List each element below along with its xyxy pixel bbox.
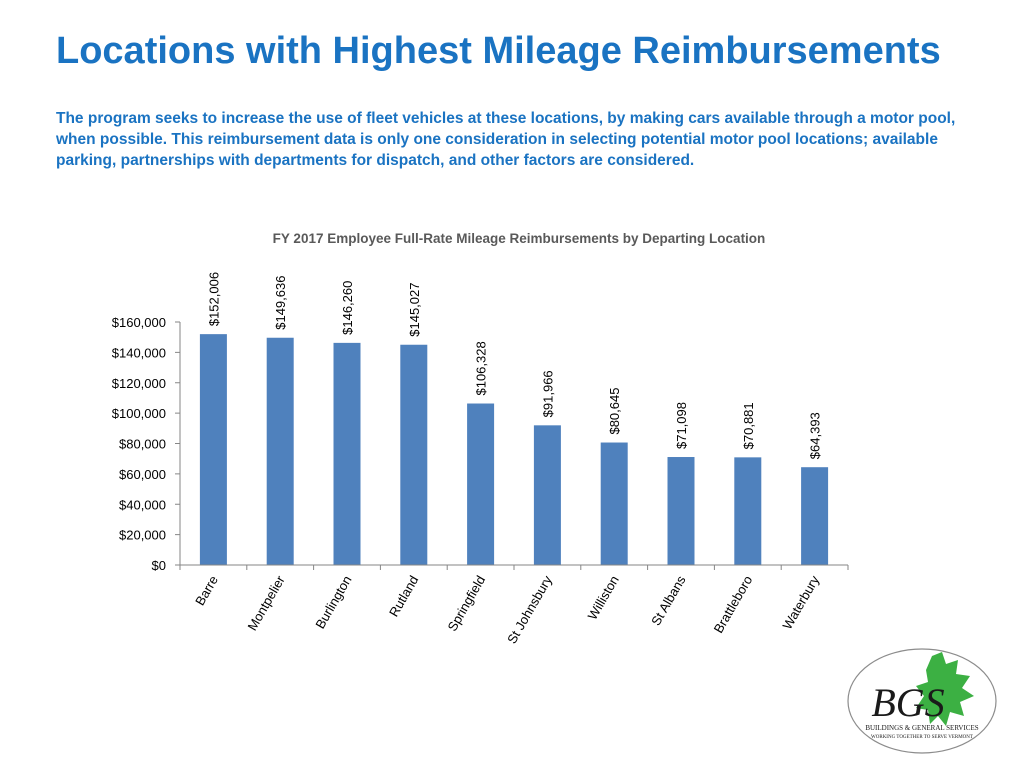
x-tick-label: Williston [585, 573, 622, 622]
data-label: $146,260 [340, 281, 355, 335]
y-tick-label: $0 [152, 558, 166, 573]
page-title: Locations with Highest Mileage Reimburse… [56, 30, 941, 72]
y-tick-label: $40,000 [119, 497, 166, 512]
x-tick-label: Brattleboro [711, 573, 756, 636]
bar [199, 334, 227, 565]
logo-monogram: BGS [871, 680, 944, 725]
x-axis: Barre Montpelier Burlington Rutland Springfi… [179, 564, 849, 647]
bar [734, 457, 762, 565]
bars [199, 334, 829, 565]
x-tick-label: Rutland [386, 573, 421, 619]
data-label: $91,966 [540, 370, 555, 417]
data-labels: $152,006 $149,636 $146,260 $145,027 $106,328… [206, 272, 822, 459]
bar [667, 457, 695, 565]
x-tick-label: St Albans [648, 573, 689, 629]
data-label: $149,636 [273, 276, 288, 330]
y-tick-label: $80,000 [119, 437, 166, 452]
bgs-logo: BGS BUILDINGS & GENERAL SERVICES WORKING… [847, 648, 997, 754]
data-label: $71,098 [674, 402, 689, 449]
x-tick-label: Springfield [444, 573, 488, 634]
logo-line2: WORKING TOGETHER TO SERVE VERMONT [871, 735, 973, 740]
data-label: $145,027 [407, 283, 422, 337]
y-tick-label: $60,000 [119, 467, 166, 482]
x-tick-label: Montpelier [244, 572, 288, 633]
bar [400, 344, 428, 565]
y-tick-label: $100,000 [112, 406, 166, 421]
y-tick-label: $140,000 [112, 345, 166, 360]
data-label: $64,393 [808, 412, 823, 459]
vermont-leaf-icon [916, 652, 974, 726]
bar [467, 403, 495, 565]
bar [600, 442, 628, 565]
bar-chart: FY 2017 Employee Full-Rate Mileage Reimb… [112, 231, 849, 647]
x-tick-label: Burlington [312, 573, 354, 631]
data-label: $152,006 [206, 272, 221, 326]
x-tick-label: St Johnsbury [504, 573, 555, 647]
logo-line1: BUILDINGS & GENERAL SERVICES [865, 724, 978, 732]
chart-title: FY 2017 Employee Full-Rate Mileage Reimb… [273, 231, 766, 246]
y-axis: $0 $20,000 $40,000 $60,000 $80,000 $100,000 $1… [112, 315, 181, 573]
bar [533, 425, 561, 565]
y-tick-label: $20,000 [119, 528, 166, 543]
bar [333, 342, 361, 565]
y-tick-label: $160,000 [112, 315, 166, 330]
x-tick-label: Waterbury [779, 573, 822, 632]
data-label: $70,881 [741, 402, 756, 449]
y-tick-label: $120,000 [112, 376, 166, 391]
data-label: $106,328 [474, 341, 489, 395]
bar [801, 467, 829, 565]
data-label: $80,645 [607, 388, 622, 435]
x-tick-label: Barre [192, 573, 221, 608]
page-subtitle: The program seeks to increase the use of… [56, 110, 956, 169]
bar [266, 337, 294, 565]
